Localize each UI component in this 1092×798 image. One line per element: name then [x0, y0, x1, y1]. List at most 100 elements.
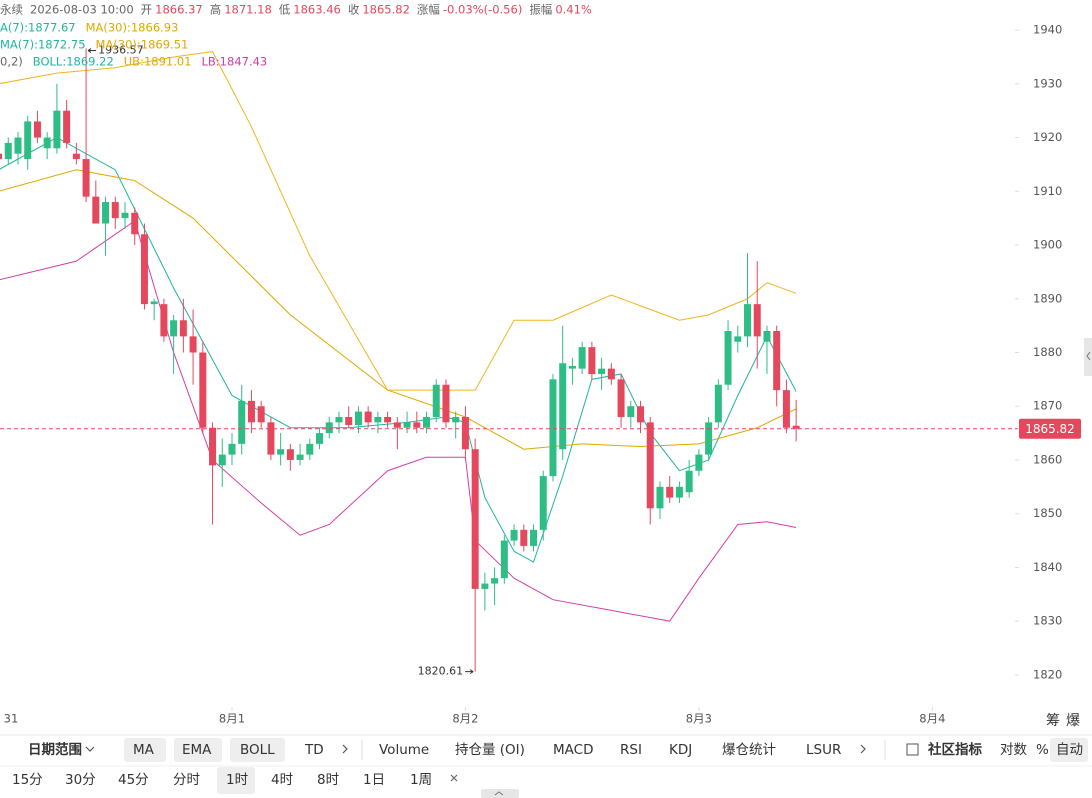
legend-entry: BOLL:1869.22: [33, 55, 114, 69]
toolbar-item[interactable]: %: [1036, 742, 1049, 758]
timeframe-item[interactable]: 1日: [363, 772, 385, 788]
candle-body: [413, 422, 421, 428]
candle-body: [792, 425, 800, 429]
x-tick-label: 8月4: [919, 712, 945, 726]
close-icon[interactable]: [450, 774, 458, 782]
header-text: 1865.82: [362, 3, 410, 17]
x-tick-label: 8月2: [452, 712, 478, 726]
header-text: 1871.18: [224, 3, 272, 17]
candle-body: [714, 384, 722, 423]
candle-body: [568, 365, 576, 369]
candle-body: [179, 320, 187, 337]
candle-body: [53, 110, 61, 149]
toolbar-item[interactable]: TD: [304, 742, 324, 758]
candle-body: [102, 202, 110, 224]
candle-body: [121, 212, 129, 219]
candle-body: [209, 427, 217, 466]
toolbar-item[interactable]: MACD: [553, 742, 593, 758]
timeframe-item[interactable]: 4时: [271, 772, 293, 788]
candle-body: [384, 416, 392, 423]
timeframe-item[interactable]: 8时: [317, 772, 339, 788]
timeframe-item[interactable]: 分时: [173, 772, 200, 788]
timeframe-item[interactable]: 1周: [410, 772, 432, 788]
timeframe-item[interactable]: 30分: [65, 772, 96, 788]
candle-body: [782, 390, 790, 428]
toolbar-item[interactable]: 对数: [1000, 742, 1028, 758]
chevron-right[interactable]: [342, 744, 348, 754]
corner-label: 筹: [1046, 712, 1060, 729]
candle-body: [150, 301, 158, 305]
header-text: 涨幅: [417, 3, 440, 17]
corner-label: 爆: [1066, 713, 1080, 729]
candle-body: [189, 336, 197, 353]
edit-icon[interactable]: [906, 743, 919, 756]
y-tick-label: 1840: [1033, 560, 1062, 574]
toolbar-item[interactable]: 持仓量 (OI): [455, 742, 525, 758]
toolbar-item[interactable]: 社区指标: [927, 741, 982, 758]
candle-body: [257, 406, 265, 423]
candle-body: [607, 368, 615, 380]
timeframe-item[interactable]: 15分: [12, 772, 43, 788]
chevron-right[interactable]: [860, 744, 866, 754]
side-arrow: [1086, 351, 1091, 361]
toolbar-item[interactable]: 爆仓统计: [722, 742, 776, 758]
candle-body: [131, 212, 139, 235]
toolbar-item[interactable]: 日期范围: [28, 741, 82, 758]
candle-body: [442, 384, 450, 423]
candle-body: [675, 486, 683, 498]
candle-body: [724, 331, 732, 385]
toolbar-item[interactable]: RSI: [620, 742, 642, 758]
candle-body: [578, 347, 586, 369]
pill-bg: [1050, 738, 1088, 762]
x-tick-label: 8月3: [686, 712, 712, 726]
candle-body: [656, 486, 664, 509]
candle-body: [33, 121, 41, 138]
toolbar-item[interactable]: KDJ: [669, 742, 692, 758]
candle-body: [277, 449, 285, 455]
header-text: 2026-08-03 10:00: [30, 3, 134, 17]
toolbar-item[interactable]: LSUR: [806, 742, 841, 758]
toolbar-item[interactable]: MA: [133, 742, 155, 758]
candle-body: [753, 304, 761, 337]
legend-entry: MA(7):1872.75: [0, 38, 86, 52]
legend-entry: 0,2): [0, 55, 23, 69]
legend-entry: MA(30):1869.51: [96, 38, 189, 52]
y-tick-label: 1860: [1033, 452, 1062, 466]
candle-body: [481, 583, 489, 589]
candle-body: [247, 400, 255, 423]
toolbar-item[interactable]: Volume: [379, 742, 429, 758]
header-text: 高: [210, 3, 222, 17]
candle-body: [364, 411, 372, 423]
candle-body: [63, 110, 71, 143]
timeframe-item[interactable]: 1时: [226, 772, 248, 788]
candle-body: [170, 320, 178, 337]
candle-body: [734, 336, 742, 342]
candle-body: [773, 331, 781, 391]
header-text: 永续: [0, 3, 23, 17]
candle-body: [666, 486, 674, 498]
candle-body: [461, 416, 469, 450]
candle-body: [500, 540, 508, 579]
arrow: [465, 669, 474, 675]
candle-body: [393, 422, 401, 428]
candle-body: [744, 304, 752, 337]
candle-body: [637, 406, 645, 423]
candle-body: [598, 368, 606, 374]
candle-body: [218, 454, 226, 466]
y-tick-label: 1880: [1033, 345, 1062, 359]
toolbar-item[interactable]: BOLL: [240, 742, 275, 758]
candle-body: [24, 121, 32, 160]
candle-body: [82, 159, 90, 197]
candle-body: [345, 416, 353, 426]
toolbar-item[interactable]: EMA: [182, 742, 212, 758]
handle[interactable]: [481, 789, 519, 798]
candle-body: [432, 384, 440, 417]
y-tick-label: 1850: [1033, 506, 1062, 520]
y-tick-label: 1830: [1033, 614, 1062, 628]
timeframe-item[interactable]: 45分: [118, 772, 149, 788]
toolbar-item[interactable]: 自动: [1056, 742, 1083, 758]
header-text: 低: [279, 3, 291, 17]
x-tick-label: 8月1: [219, 712, 245, 726]
